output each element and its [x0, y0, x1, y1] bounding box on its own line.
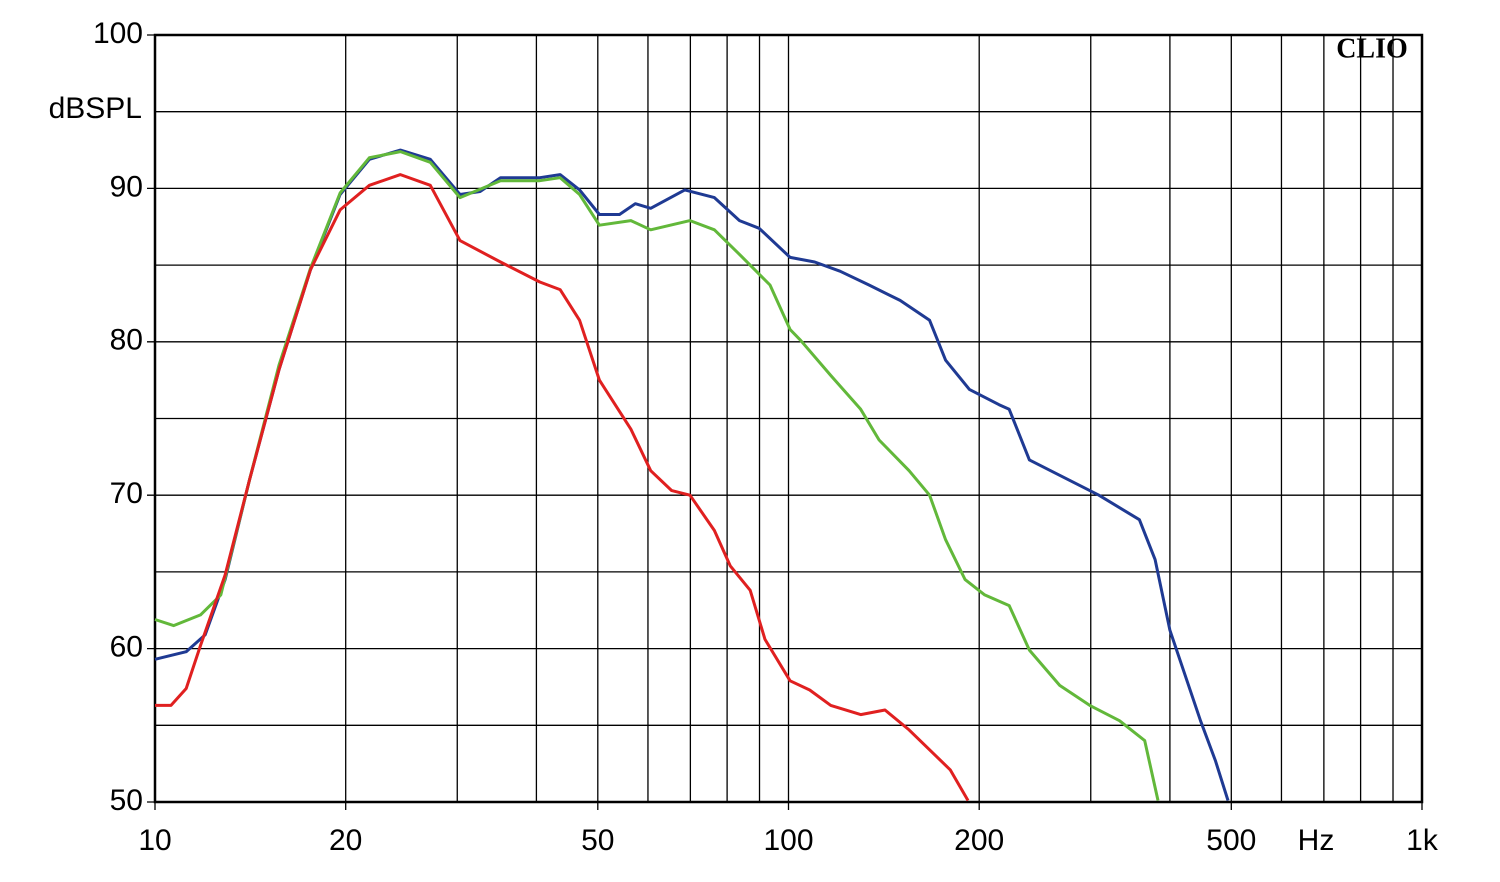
x-tick-label: 20 — [329, 824, 362, 857]
series-line — [154, 150, 1160, 801]
x-tick-label: 100 — [763, 824, 813, 857]
watermark: CLIO — [1336, 33, 1408, 64]
y-tick-label: 70 — [110, 477, 143, 510]
y-tick-label: 100 — [93, 17, 143, 50]
series-line — [155, 173, 970, 802]
plot-frame — [153, 33, 1424, 804]
y-axis-label: dBSPL — [49, 92, 142, 125]
x-tick-label: 1k — [1406, 824, 1439, 857]
y-tick-label: 60 — [110, 631, 143, 664]
y-tick-label: 50 — [110, 784, 143, 817]
y-tick-label: 80 — [110, 324, 143, 357]
x-unit-label: Hz — [1298, 824, 1335, 857]
x-tick-label: 500 — [1206, 824, 1256, 857]
x-tick-label: 50 — [581, 824, 614, 857]
x-tick-label: 10 — [138, 824, 171, 857]
x-tick-label: 200 — [954, 824, 1004, 857]
y-tick-label: 90 — [110, 170, 143, 203]
